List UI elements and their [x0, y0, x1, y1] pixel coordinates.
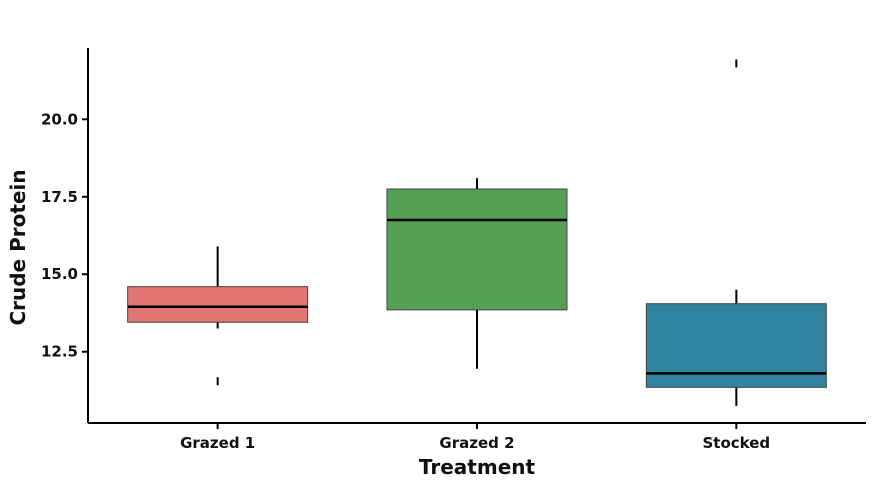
y-tick-label: 17.5	[41, 188, 78, 206]
y-axis-title: Crude Protein	[6, 169, 30, 325]
x-axis-title: Treatment	[419, 455, 536, 479]
y-axis-ticks: 12.5 15.0 17.5 20.0	[41, 110, 88, 361]
x-tick-label: Stocked	[703, 434, 771, 452]
y-tick-label: 12.5	[41, 343, 78, 361]
box-iqr	[386, 188, 568, 311]
box-group	[386, 178, 568, 369]
y-tick-label: 20.0	[41, 110, 78, 128]
x-tick-label: Grazed 1	[180, 434, 255, 452]
boxes-layer	[127, 59, 827, 406]
x-tick-label: Grazed 2	[439, 434, 514, 452]
box-group	[127, 246, 309, 386]
box-iqr	[127, 286, 309, 323]
box-iqr	[645, 303, 827, 388]
x-axis-ticks: Grazed 1 Grazed 2 Stocked	[180, 423, 770, 452]
box-group	[645, 59, 827, 406]
y-tick-label: 15.0	[41, 265, 78, 283]
